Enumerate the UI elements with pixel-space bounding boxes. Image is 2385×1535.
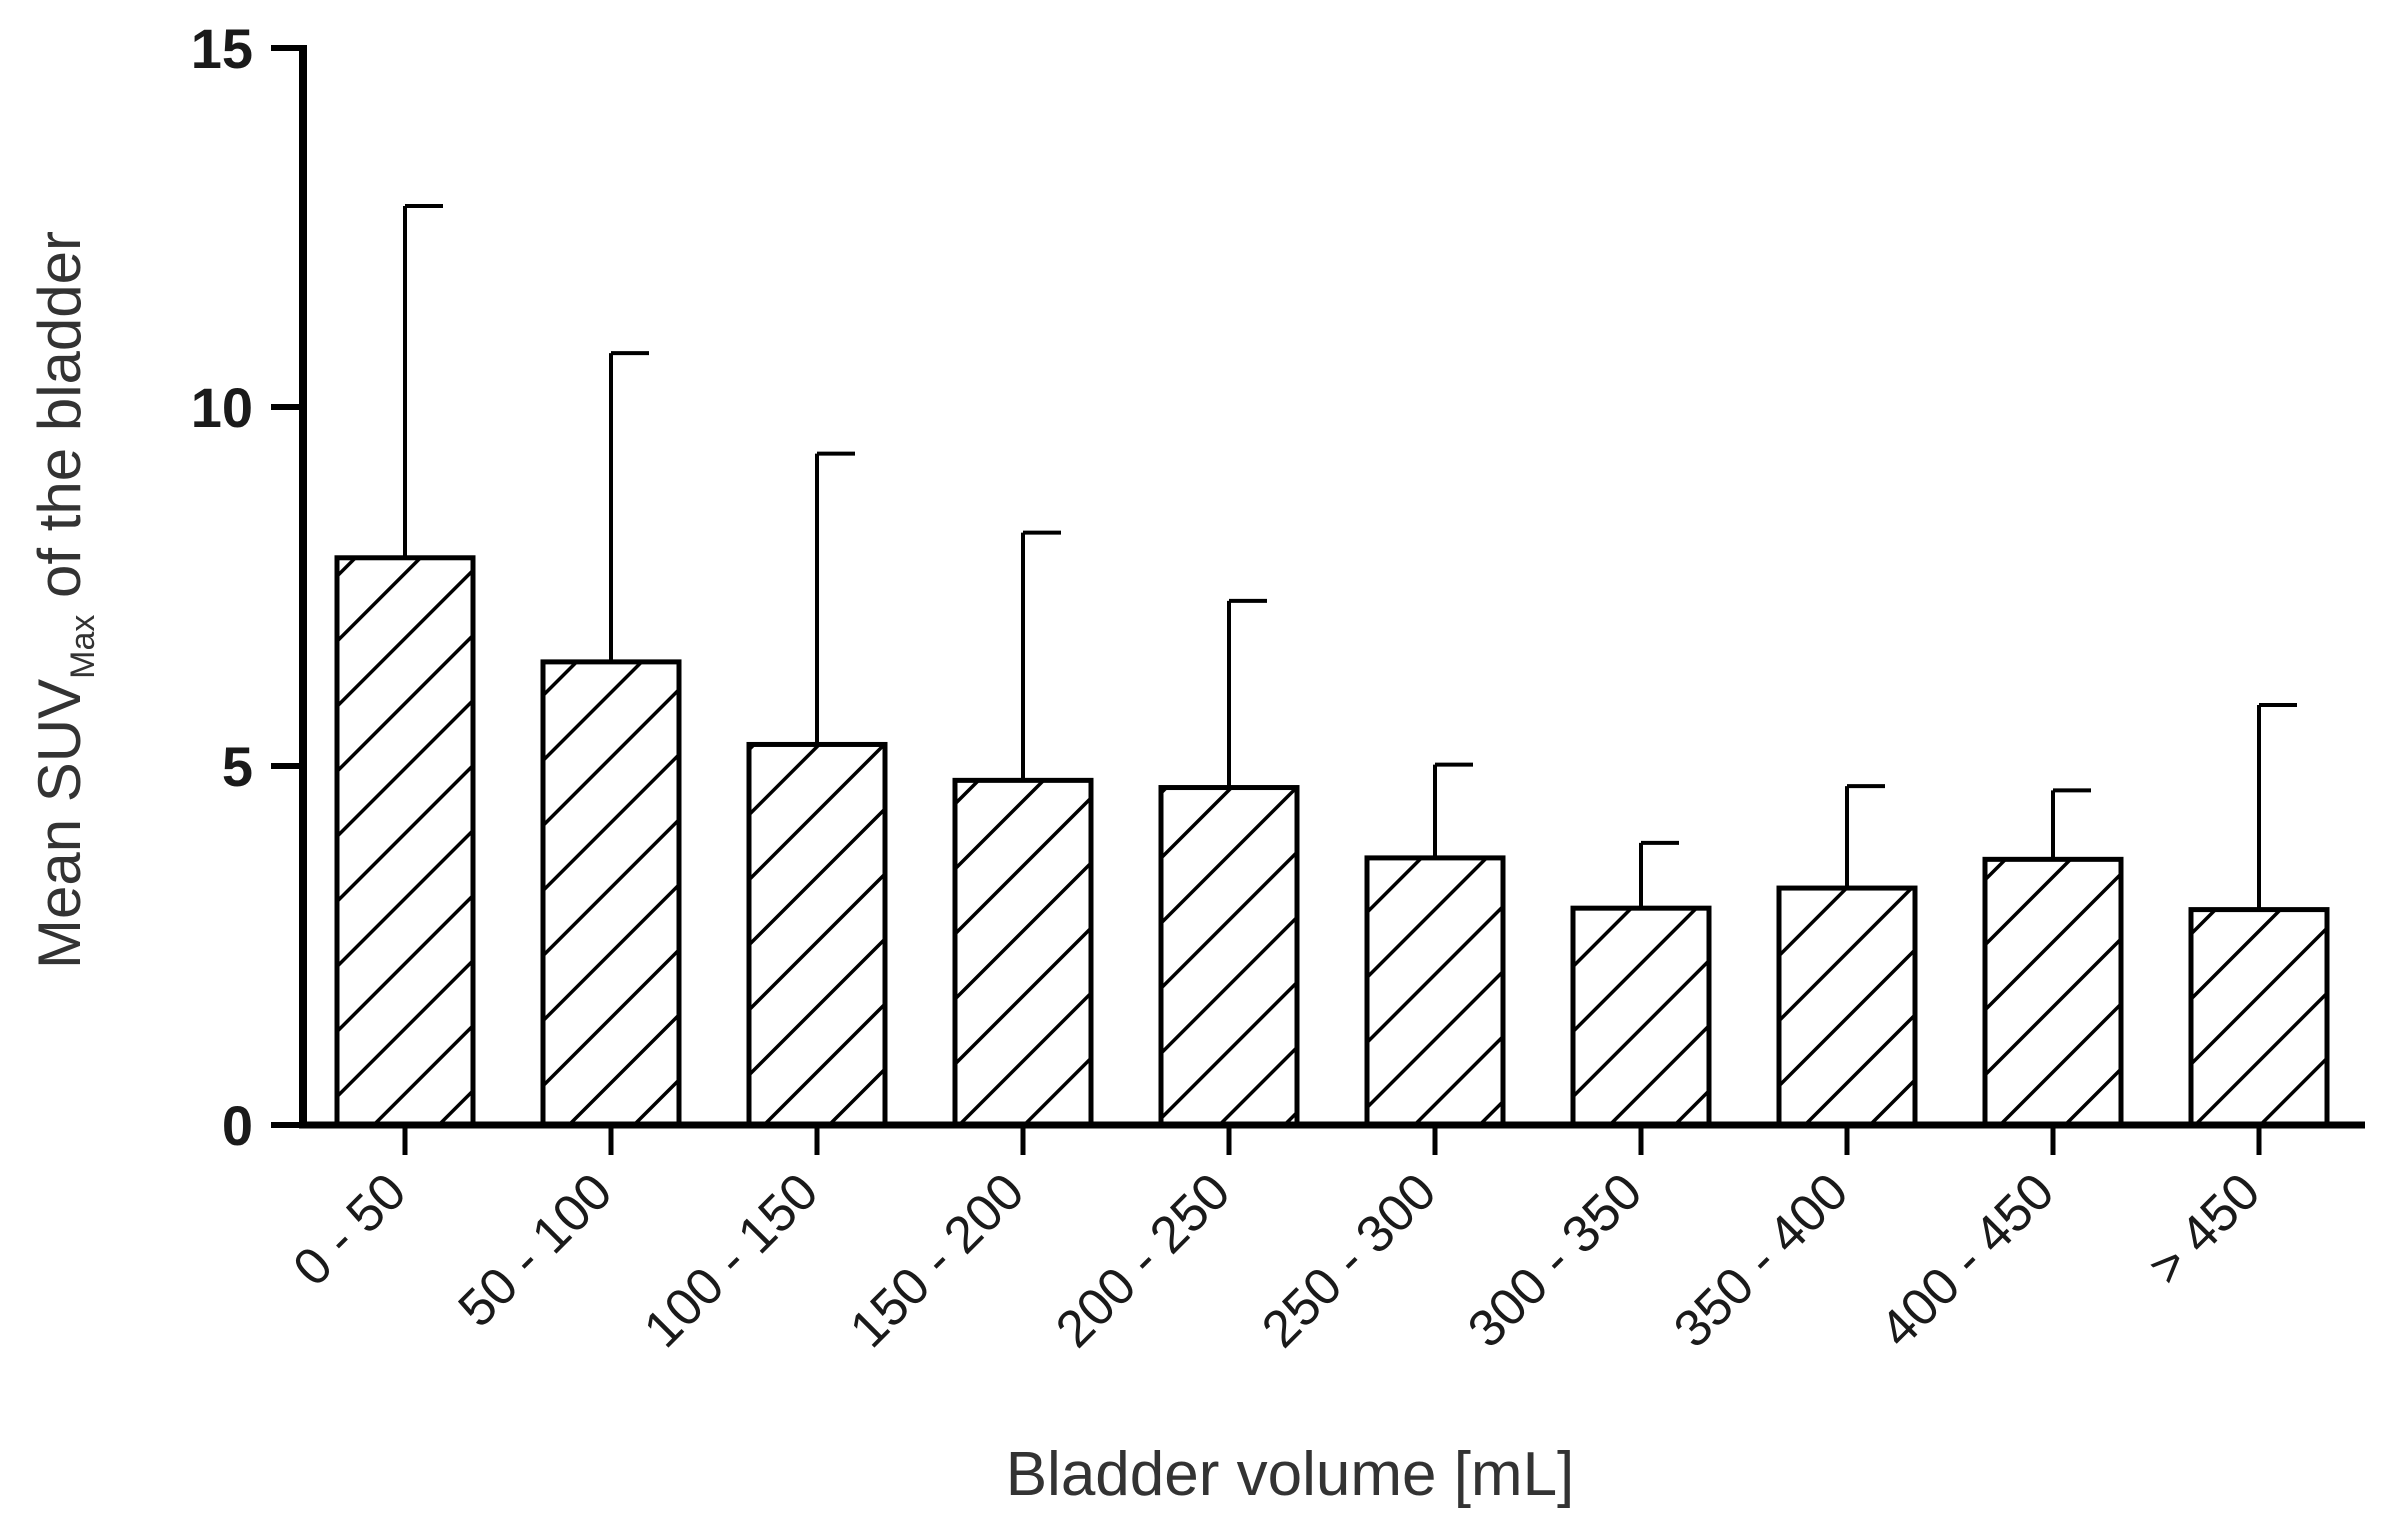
y-axis-title-suffix: of the bladder [26,231,93,615]
bar [1776,885,1918,1128]
axes-layer [271,45,2365,1155]
bar [746,741,888,1128]
x-tick-label: 50 - 100 [448,1162,624,1338]
tick-labels-layer: 0 - 50 50 - 100 100 - 150 150 - 200 200 - 25… [191,17,2272,1359]
y-axis-title-subscript: Max [64,615,102,679]
y-axis-title: Mean SUVMax of the bladder [26,231,102,969]
bar [334,555,476,1128]
x-tick-label: 250 - 300 [1251,1162,1447,1358]
x-tick-label: 0 - 50 [282,1162,417,1297]
x-tick-label: 300 - 350 [1457,1162,1653,1358]
bars-layer [334,555,2330,1128]
bar [952,777,1094,1128]
bar [2188,907,2330,1128]
x-tick-label: 200 - 250 [1045,1162,1241,1358]
error-bars-layer [403,203,2297,910]
x-axis-title: Bladder volume [mL] [1006,1440,1575,1509]
bar [1158,785,1300,1128]
x-tick-label: 400 - 450 [1869,1162,2065,1358]
bar [1364,855,1506,1128]
y-axis-title-prefix: Mean SUV [26,679,93,969]
x-tick-label: 350 - 400 [1663,1162,1859,1358]
bar [1982,856,2124,1128]
x-tick-label: 150 - 200 [839,1162,1035,1358]
x-tick-label: 100 - 150 [633,1162,829,1358]
y-tick-label: 15 [191,17,253,80]
y-tick-label: 5 [222,735,253,798]
x-tick-label: > 450 [2137,1162,2271,1296]
bar [1570,905,1712,1128]
y-tick-label: 10 [191,376,253,439]
y-tick-label: 0 [222,1094,253,1157]
bar [540,659,682,1128]
